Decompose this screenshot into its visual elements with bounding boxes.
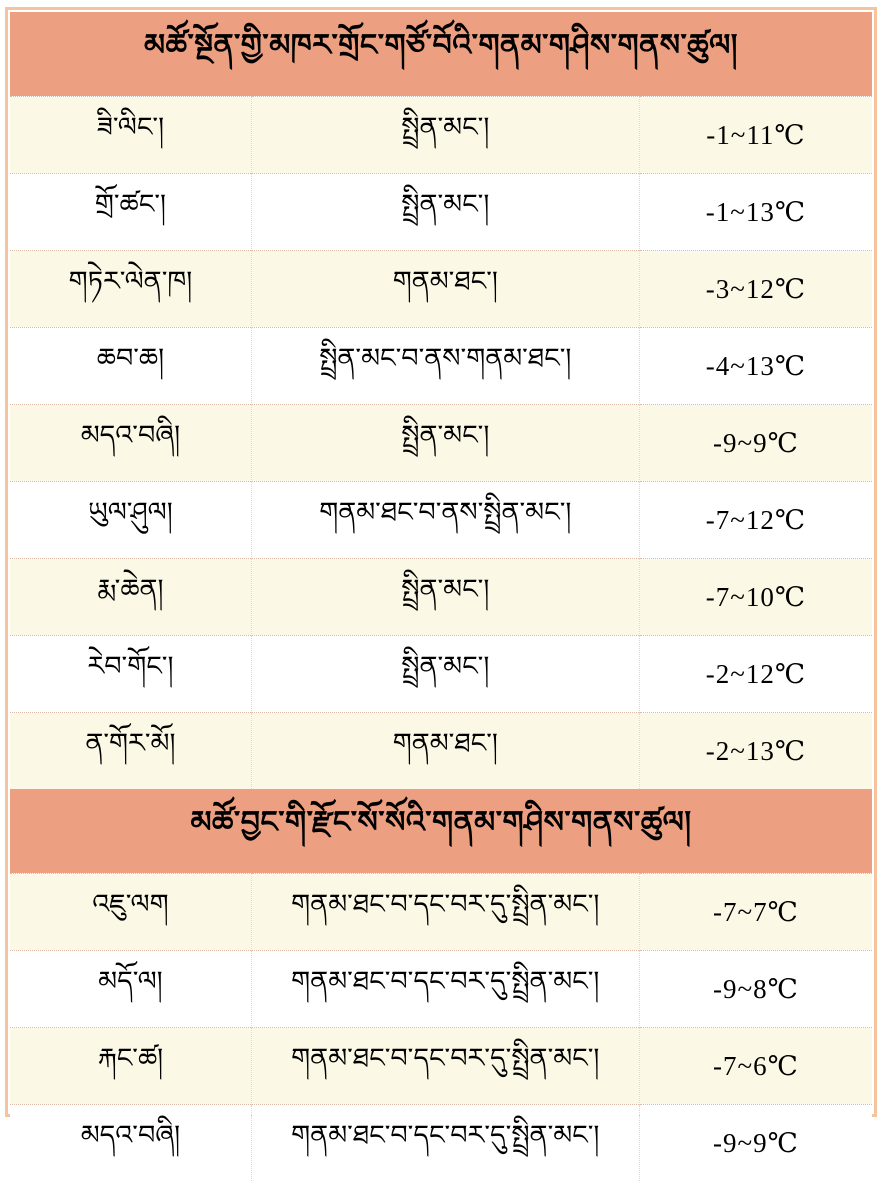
temperature-cell: -7~6℃ (639, 1028, 872, 1105)
table-row: མདོ་ལ།གནམ་ཐང་བ་དང་བར་དུ་སྤྲིན་མང་།-9~8℃ (10, 951, 872, 1028)
temperature-cell: -2~13℃ (639, 713, 872, 790)
temperature-cell: -9~9℃ (639, 405, 872, 482)
table-row: ན་གོར་མོ།གནམ་ཐང་།-2~13℃ (10, 713, 872, 790)
temperature-cell: -7~10℃ (639, 559, 872, 636)
temperature-cell: -9~8℃ (639, 951, 872, 1028)
weather-table: མཚོ་སྔོན་གྱི་མཁར་གྲོང་གཙོ་བོའི་གནམ་གཤིས་… (10, 12, 872, 1181)
section-header-row: མཚོ་སྔོན་གྱི་མཁར་གྲོང་གཙོ་བོའི་གནམ་གཤིས་… (10, 12, 872, 97)
weather-cell: གནམ་ཐང་། (251, 251, 639, 328)
place-name-cell: ཟི་ལིང་། (10, 97, 251, 174)
table-row: གྲོ་ཚང་།སྤྲིན་མང་།-1~13℃ (10, 174, 872, 251)
table-row: རྨ་ཆེན།སྤྲིན་མང་།-7~10℃ (10, 559, 872, 636)
table-row: རེབ་གོང་།སྤྲིན་མང་།-2~12℃ (10, 636, 872, 713)
weather-cell: གནམ་ཐང་། (251, 713, 639, 790)
temperature-cell: -2~12℃ (639, 636, 872, 713)
table-row: གཏེར་ལེན་ཁ།གནམ་ཐང་།-3~12℃ (10, 251, 872, 328)
place-name-cell: ན་གོར་མོ། (10, 713, 251, 790)
place-name-cell: རེབ་གོང་། (10, 636, 251, 713)
table-row: མདའ་བཞི།གནམ་ཐང་བ་དང་བར་དུ་སྤྲིན་མང་།-9~9… (10, 1105, 872, 1181)
section-header-row: མཚོ་བྱང་གི་རྫོང་སོ་སོའི་གནམ་གཤིས་གནས་ཚུལ… (10, 789, 872, 874)
place-name-cell: མདོ་ལ། (10, 951, 251, 1028)
weather-table-frame: མཚོ་སྔོན་གྱི་མཁར་གྲོང་གཙོ་བོའི་གནམ་གཤིས་… (5, 7, 877, 1117)
weather-cell: སྤྲིན་མང་། (251, 405, 639, 482)
weather-cell: སྤྲིན་མང་། (251, 97, 639, 174)
table-row: ཡུལ་ཤུལ།གནམ་ཐང་བ་ནས་སྤྲིན་མང་།-7~12℃ (10, 482, 872, 559)
temperature-cell: -9~9℃ (639, 1105, 872, 1181)
temperature-cell: -1~13℃ (639, 174, 872, 251)
section-title: མཚོ་བྱང་གི་རྫོང་སོ་སོའི་གནམ་གཤིས་གནས་ཚུལ… (10, 789, 872, 874)
place-name-cell: གྲོ་ཚང་། (10, 174, 251, 251)
section-title: མཚོ་སྔོན་གྱི་མཁར་གྲོང་གཙོ་བོའི་གནམ་གཤིས་… (10, 12, 872, 97)
temperature-cell: -7~7℃ (639, 874, 872, 951)
weather-cell: སྤྲིན་མང་། (251, 559, 639, 636)
table-row: རྐང་ཚ།གནམ་ཐང་བ་དང་བར་དུ་སྤྲིན་མང་།-7~6℃ (10, 1028, 872, 1105)
place-name-cell: མདའ་བཞི། (10, 405, 251, 482)
place-name-cell: ཡུལ་ཤུལ། (10, 482, 251, 559)
weather-cell: སྤྲིན་མང་། (251, 174, 639, 251)
weather-cell: སྤྲིན་མང་བ་ནས་གནམ་ཐང་། (251, 328, 639, 405)
place-name-cell: རྨ་ཆེན། (10, 559, 251, 636)
place-name-cell: གཏེར་ལེན་ཁ། (10, 251, 251, 328)
place-name-cell: མདའ་བཞི། (10, 1105, 251, 1181)
weather-cell: གནམ་ཐང་བ་དང་བར་དུ་སྤྲིན་མང་། (251, 1105, 639, 1181)
temperature-cell: -4~13℃ (639, 328, 872, 405)
table-row: ཆབ་ཆ།སྤྲིན་མང་བ་ནས་གནམ་ཐང་།-4~13℃ (10, 328, 872, 405)
temperature-cell: -1~11℃ (639, 97, 872, 174)
weather-cell: གནམ་ཐང་བ་ནས་སྤྲིན་མང་། (251, 482, 639, 559)
temperature-cell: -7~12℃ (639, 482, 872, 559)
weather-cell: གནམ་ཐང་བ་དང་བར་དུ་སྤྲིན་མང་། (251, 874, 639, 951)
place-name-cell: འཇུ་ལག (10, 874, 251, 951)
table-row: མདའ་བཞི།སྤྲིན་མང་།-9~9℃ (10, 405, 872, 482)
weather-cell: གནམ་ཐང་བ་དང་བར་དུ་སྤྲིན་མང་། (251, 951, 639, 1028)
table-row: ཟི་ལིང་།སྤྲིན་མང་།-1~11℃ (10, 97, 872, 174)
weather-cell: སྤྲིན་མང་། (251, 636, 639, 713)
weather-cell: གནམ་ཐང་བ་དང་བར་དུ་སྤྲིན་མང་། (251, 1028, 639, 1105)
place-name-cell: ཆབ་ཆ། (10, 328, 251, 405)
place-name-cell: རྐང་ཚ། (10, 1028, 251, 1105)
temperature-cell: -3~12℃ (639, 251, 872, 328)
